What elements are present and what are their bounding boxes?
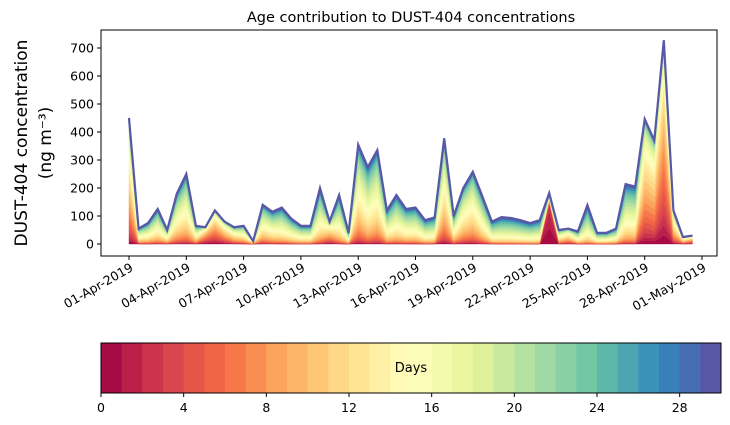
colorbar-tick-label: 20 — [506, 400, 522, 415]
y-tick-label: 300 — [70, 153, 94, 168]
y-tick-label: 200 — [70, 181, 94, 196]
colorbar-bin-17 — [452, 343, 474, 393]
colorbar-bin-6 — [225, 343, 247, 393]
colorbar-tick-label: 16 — [424, 400, 440, 415]
colorbar-tick-label: 0 — [97, 400, 105, 415]
colorbar-bin-25 — [617, 343, 639, 393]
area-band-day-29 — [127, 40, 693, 244]
y-axis-unit: (ng m⁻³) — [36, 107, 56, 180]
y-tick-label: 100 — [70, 209, 94, 224]
colorbar-bin-27 — [659, 343, 681, 393]
colorbar-bin-28 — [679, 343, 701, 393]
colorbar-bin-8 — [266, 343, 288, 393]
colorbar-bin-23 — [576, 343, 598, 393]
colorbar-bin-10 — [307, 343, 329, 393]
colorbar-frame — [100, 342, 722, 394]
colorbar-tick-label: 28 — [672, 400, 688, 415]
colorbar-bin-9 — [287, 343, 309, 393]
colorbar-bin-18 — [473, 343, 495, 393]
y-tick-label: 0 — [86, 237, 94, 252]
colorbar-tick-label: 8 — [262, 400, 270, 415]
colorbar-ticks: 0 4 8 12 16 20 24 28 — [97, 393, 688, 415]
y-tick-label: 500 — [70, 97, 94, 112]
colorbar-bin-2 — [142, 343, 164, 393]
colorbar-bin-16 — [431, 343, 453, 393]
y-tick-label: 700 — [70, 41, 94, 56]
colorbar-bin-3 — [163, 343, 185, 393]
colorbar-label: Days — [395, 361, 428, 376]
colorbar-bin-29 — [700, 343, 722, 393]
colorbar-bin-21 — [535, 343, 557, 393]
colorbar-bin-0 — [101, 343, 123, 393]
colorbar-bin-24 — [597, 343, 619, 393]
colorbar-bin-19 — [493, 343, 515, 393]
stacked-areas — [127, 40, 693, 245]
chart-title: Age contribution to DUST-404 concentrati… — [247, 10, 575, 26]
colorbar-tick-label: 24 — [589, 400, 605, 415]
y-tick-label: 600 — [70, 69, 94, 84]
colorbar-bin-4 — [183, 343, 205, 393]
colorbar-bin-12 — [349, 343, 371, 393]
colorbar-bin-22 — [555, 343, 577, 393]
plot-frame — [100, 29, 718, 257]
colorbar-tick-label: 12 — [341, 400, 357, 415]
y-tick-label: 400 — [70, 125, 94, 140]
x-axis: 01-Apr-201904-Apr-201907-Apr-201910-Apr-… — [61, 256, 709, 314]
colorbar-bin-1 — [121, 343, 143, 393]
colorbar-bin-5 — [204, 343, 226, 393]
colorbar-bin-15 — [411, 343, 433, 393]
colorbar-bin-26 — [638, 343, 660, 393]
colorbar-bin-7 — [245, 343, 267, 393]
y-axis: 0 100 200 300 400 500 600 700 — [70, 41, 101, 252]
colorbar-bin-13 — [369, 343, 391, 393]
colorbar-bin-11 — [328, 343, 350, 393]
colorbar-bin-14 — [390, 343, 412, 393]
y-axis-label: DUST-404 concentration — [12, 40, 32, 247]
colorbar — [101, 343, 722, 393]
colorbar-tick-label: 4 — [180, 400, 188, 415]
colorbar-bin-20 — [514, 343, 536, 393]
